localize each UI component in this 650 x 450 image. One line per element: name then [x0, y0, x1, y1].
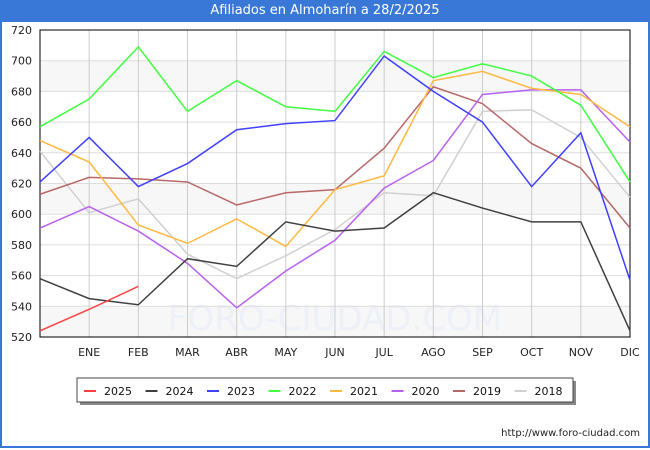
series-line-2020 [39, 89, 631, 309]
footer-url[interactable]: http://www.foro-ciudad.com [501, 428, 640, 439]
legend-label-2020: 2020 [412, 385, 440, 398]
legend-box [76, 377, 574, 403]
x-tick-label: FEB [128, 346, 149, 359]
x-tick-label: DIC [620, 346, 640, 359]
x-tick-label: JUL [374, 346, 393, 359]
y-tick-label: 660 [11, 116, 32, 129]
y-tick-label: 600 [11, 208, 32, 221]
x-tick-label: OCT [520, 346, 543, 359]
y-tick-label: 580 [11, 239, 32, 252]
series-line-2025 [39, 285, 139, 332]
x-tick-label: ABR [225, 346, 248, 359]
series-line-2023 [39, 55, 631, 281]
y-tick-label: 640 [11, 147, 32, 160]
plot-border [39, 29, 631, 338]
x-tick-label: ENE [78, 346, 100, 359]
series-line-2022 [39, 45, 631, 183]
legend-label-2021: 2021 [350, 385, 378, 398]
series-line-2018 [39, 109, 631, 280]
x-tick-label: JUN [324, 346, 345, 359]
x-tick-label: MAY [274, 346, 297, 359]
x-tick-label: SEP [472, 346, 493, 359]
series-line-2021 [39, 70, 631, 248]
y-tick-label: 700 [11, 55, 32, 68]
x-tick-label: MAR [175, 346, 200, 359]
legend-label-2025: 2025 [104, 385, 132, 398]
y-tick-label: 560 [11, 270, 32, 283]
legend-label-2019: 2019 [473, 385, 501, 398]
y-tick-label: 620 [11, 178, 32, 191]
legend-label-2022: 2022 [289, 385, 317, 398]
legend-label-2023: 2023 [227, 385, 255, 398]
y-tick-label: 520 [11, 331, 32, 344]
x-tick-label: AGO [421, 346, 446, 359]
x-tick-label: NOV [569, 346, 594, 359]
series-line-2024 [39, 191, 631, 332]
y-tick-label: 720 [11, 24, 32, 37]
chart-title: Afiliados en Almoharín a 28/2/2025 [0, 0, 650, 22]
legend-label-2018: 2018 [535, 385, 563, 398]
y-tick-label: 540 [11, 300, 32, 313]
legend-label-2024: 2024 [166, 385, 194, 398]
y-tick-label: 680 [11, 85, 32, 98]
